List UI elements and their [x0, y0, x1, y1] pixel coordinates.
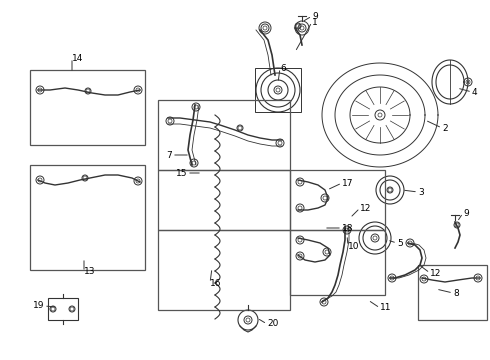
Text: 4: 4	[472, 87, 478, 96]
Text: 18: 18	[342, 224, 353, 233]
Text: 15: 15	[175, 168, 187, 177]
Text: 12: 12	[360, 203, 371, 212]
Bar	[290, 170, 385, 230]
Bar	[158, 230, 290, 310]
Text: 9: 9	[463, 208, 469, 217]
Text: 19: 19	[32, 302, 44, 310]
Bar	[30, 165, 145, 270]
Bar	[290, 230, 385, 295]
Text: 9: 9	[312, 12, 318, 21]
Text: 7: 7	[166, 150, 172, 159]
Text: 3: 3	[418, 188, 424, 197]
Text: 14: 14	[72, 54, 83, 63]
Text: 13: 13	[84, 267, 96, 276]
Bar	[30, 70, 145, 145]
Text: 10: 10	[348, 242, 360, 251]
Bar	[418, 265, 487, 320]
Text: 11: 11	[380, 303, 392, 312]
Text: 20: 20	[267, 320, 278, 328]
Bar	[255, 68, 301, 112]
Bar	[48, 298, 78, 320]
Text: 17: 17	[342, 179, 353, 188]
Text: 16: 16	[210, 279, 221, 288]
Bar	[158, 170, 290, 230]
Text: 12: 12	[430, 269, 441, 278]
Text: 1: 1	[312, 18, 318, 27]
Bar	[158, 100, 290, 170]
Text: 8: 8	[453, 288, 459, 297]
Text: 2: 2	[442, 123, 448, 132]
Text: 6: 6	[280, 63, 286, 72]
Text: 5: 5	[397, 239, 403, 248]
